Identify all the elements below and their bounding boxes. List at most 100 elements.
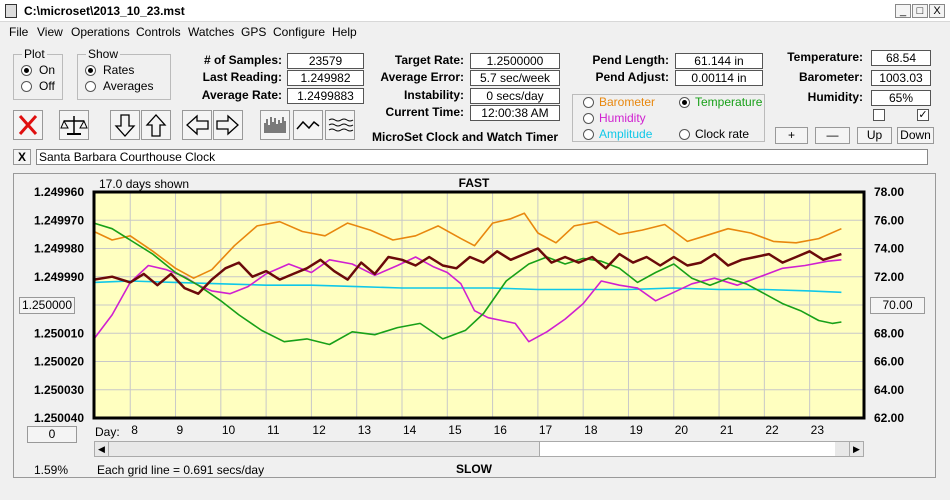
amplitude-series-line [93,280,842,294]
balance-scale-icon [60,116,88,135]
title-bar: C:\microset\2013_10_23.mst _ □ X [0,0,950,22]
scale-down-button[interactable]: Down [897,127,934,144]
maximize-button[interactable]: □ [912,4,928,18]
scroll-left-button[interactable] [182,110,212,140]
humidity-label: Humidity: [807,90,863,104]
scroll-up-button[interactable] [141,110,171,140]
arrow-down-icon [114,114,136,137]
left-tick-label: 1.249980 [34,242,84,256]
current-time-field: 12:00:38 AM [470,105,560,121]
average-error-field: 5.7 sec/week [470,70,560,86]
menu-help[interactable]: Help [332,25,357,39]
calibrate-button[interactable] [59,110,89,140]
plot-on-label: On [39,63,56,77]
menu-gps[interactable]: GPS [241,25,267,39]
aux-plot-group: Barometer Temperature Humidity Amplitude… [572,94,765,142]
rate-series-line [93,247,842,295]
arrow-up-icon [145,114,167,137]
amplitude-radio[interactable] [583,129,594,140]
day-tick-label: 15 [448,423,462,437]
menu-view[interactable]: View [37,25,63,39]
menu-file[interactable]: File [9,25,29,39]
line-graph-icon [296,120,320,130]
show-averages-label: Averages [103,79,154,93]
app-icon[interactable] [5,4,17,18]
minimize-button[interactable]: _ [895,4,911,18]
right-tick-label: 74.00 [874,242,904,256]
barometer-series-line [93,212,842,280]
left-tick-label: 1.250020 [34,355,84,369]
current-time-label: Current Time: [385,105,464,119]
average-rate-field: 1.2499883 [287,88,364,104]
wave-button[interactable] [325,110,355,140]
scroll-down-button[interactable] [110,110,140,140]
close-window-button[interactable]: X [929,4,945,18]
menu-watches[interactable]: Watches [188,25,235,39]
window-title: C:\microset\2013_10_23.mst [24,4,185,18]
amplitude-radio-label: Amplitude [599,127,653,141]
scrollbar-thumb[interactable] [539,442,835,456]
barometer-radio[interactable] [583,97,594,108]
humidity-field: 65% [871,90,931,106]
humidity-radio[interactable] [583,113,594,124]
close-clock-button[interactable]: X [13,149,31,165]
scale-minus-button[interactable]: — [815,127,850,144]
average-error-label: Average Error: [380,70,464,84]
left-checkbox[interactable] [873,109,885,121]
center-rate-button[interactable]: 1.250000 [19,297,75,314]
reset-zero-button[interactable]: 0 [27,426,77,443]
scale-up-button[interactable]: Up [857,127,892,144]
barometer-field: 1003.03 [871,70,931,86]
pend-length-field[interactable]: 61.144 in [675,53,763,69]
day-tick-label: 8 [131,423,138,437]
show-averages-radio[interactable] [85,81,96,92]
menu-controls[interactable]: Controls [136,25,181,39]
day-tick-label: 23 [811,423,825,437]
center-aux-button[interactable]: 70.00 [870,297,925,314]
right-checkbox[interactable]: ✓ [917,109,929,121]
slow-label: SLOW [456,462,492,476]
plot-on-radio[interactable] [21,65,32,76]
day-tick-label: 17 [539,423,553,437]
samples-label: # of Samples: [203,53,282,67]
menu-configure[interactable]: Configure [273,25,326,39]
temperature-radio[interactable] [679,97,690,108]
raw-data-button[interactable] [260,110,290,140]
left-tick-label: 1.250010 [34,326,84,340]
check-mark-icon: ✓ [918,109,928,121]
day-tick-label: 11 [267,423,280,437]
right-tick-label: 66.00 [874,355,904,369]
show-group: Show Rates Averages [77,47,171,100]
right-tick-label: 78.00 [874,185,904,199]
right-tick-label: 68.00 [874,326,904,340]
day-axis-label: Day: [95,425,120,439]
scroll-right-button[interactable] [213,110,243,140]
percent-label: 1.59% [34,463,69,477]
plot-frame [92,190,866,420]
day-tick-label: 22 [765,423,779,437]
show-rates-radio[interactable] [85,65,96,76]
show-rates-label: Rates [103,63,135,77]
horizontal-scrollbar[interactable]: ◀ ▶ [94,441,864,457]
temperature-label: Temperature: [787,50,863,64]
clock-rate-radio[interactable] [679,129,690,140]
last-reading-field: 1.249982 [287,70,364,86]
temperature-field: 68.54 [871,50,931,66]
fast-label: FAST [458,176,490,190]
days-shown-label: 17.0 days shown [99,177,190,191]
arrow-left-icon [186,114,209,136]
menu-operations[interactable]: Operations [71,25,130,39]
scroll-right-arrow-icon[interactable]: ▶ [849,442,863,456]
scale-plus-button[interactable]: + [775,127,808,144]
day-tick-label: 12 [312,423,326,437]
left-tick-label: 1.250030 [34,383,84,397]
target-rate-field[interactable]: 1.2500000 [470,53,560,69]
smooth-button[interactable] [293,110,323,140]
plot-off-radio[interactable] [21,81,32,92]
clear-button[interactable] [13,110,43,140]
clock-name-field[interactable]: Santa Barbara Courthouse Clock [36,149,928,165]
right-tick-label: 76.00 [874,213,904,227]
arrow-right-icon [216,114,239,136]
scroll-left-arrow-icon[interactable]: ◀ [95,442,109,456]
